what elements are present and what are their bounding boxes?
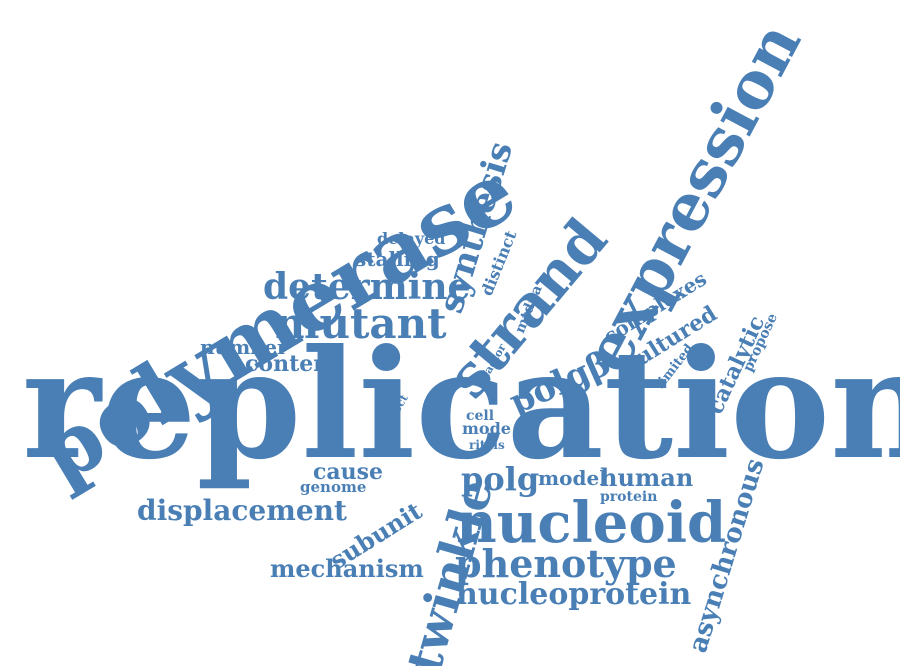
word-genome: genome	[300, 478, 367, 496]
word-polg: polg	[461, 460, 540, 498]
word-mutant: mutant	[275, 299, 447, 348]
word-protein: protein	[600, 489, 658, 505]
word-replication: replication	[22, 317, 900, 493]
word-delayed: delayed	[377, 229, 446, 248]
word-displacement: displacement	[137, 494, 347, 527]
word-cause: cause	[313, 459, 384, 485]
word-ritols: ritols	[469, 438, 505, 452]
word-human: human	[600, 463, 694, 492]
word-determine: determine	[263, 266, 471, 308]
word-nucleoid: nucleoid	[456, 490, 727, 556]
word-nucleoprotein: nucleoprotein	[456, 577, 692, 612]
word-model: model	[538, 466, 607, 490]
word-content: content	[245, 351, 340, 377]
word-number: number	[200, 335, 288, 359]
word-phenotype: phenotype	[455, 541, 677, 586]
word-stalling: stalling	[355, 247, 440, 271]
word-mechanism: mechanism	[270, 554, 424, 583]
word-cell: cell	[466, 408, 495, 424]
word-mode: mode	[462, 419, 511, 438]
